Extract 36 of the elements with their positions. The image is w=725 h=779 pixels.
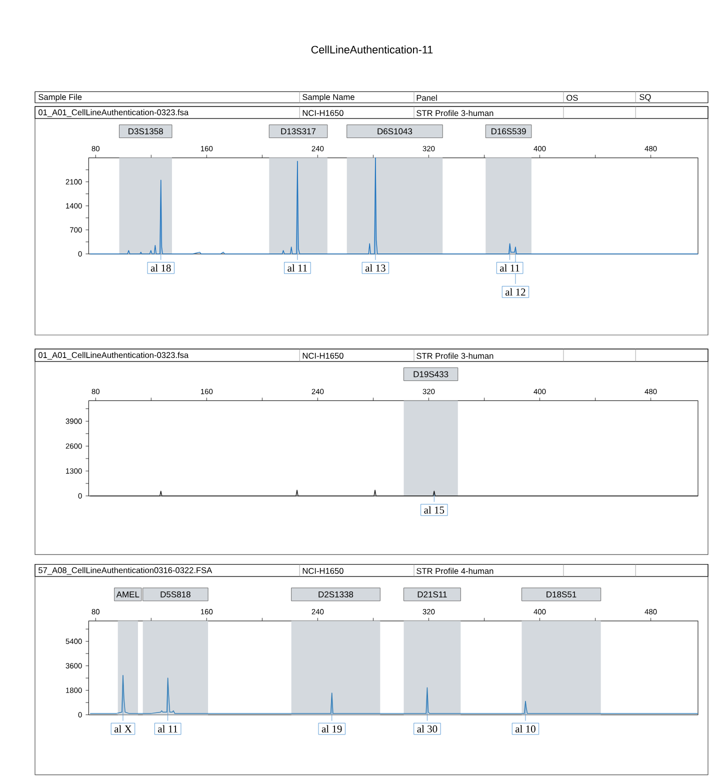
band-label: D18S51 <box>546 591 576 598</box>
annotation: al 13 <box>365 264 386 272</box>
text: NCI-H1650 <box>302 110 344 116</box>
annotation: al 11 <box>288 264 307 272</box>
annotation: al 30 <box>417 725 438 733</box>
annotation: al 15 <box>424 506 444 514</box>
text: 01_A01_CellLineAuthentication-0323.fsa <box>38 109 189 117</box>
annotation: al 12 <box>506 288 526 296</box>
text: NCI-H1650 <box>302 352 344 359</box>
band-label: D19S433 <box>414 371 448 378</box>
chart-title: CellLineAuthentication-11 <box>311 46 433 54</box>
annotation: al X <box>114 725 132 733</box>
text: NCI-H1650 <box>302 568 344 574</box>
annotation: al 11 <box>500 264 520 272</box>
text: OS <box>566 94 578 101</box>
text: 01_A01_CellLineAuthentication-0323.fsa <box>38 352 189 360</box>
band-label: D6S1043 <box>378 128 412 134</box>
band-label: AMEL <box>116 591 140 598</box>
text: STR Profile 3-human <box>416 352 494 359</box>
annotation: al 11 <box>158 725 178 733</box>
text: 57_A08_CellLineAuthentication0316-0322.FSA <box>38 567 212 575</box>
band-label: D16S539 <box>492 128 526 134</box>
band-label: D21S11 <box>418 591 447 598</box>
band-label: D5S818 <box>160 591 190 598</box>
text: STR Profile 3-human <box>416 110 494 116</box>
text: Panel <box>416 94 437 101</box>
annotation: al 19 <box>322 725 342 733</box>
text: SQ <box>640 94 651 102</box>
text: STR Profile 4-human <box>416 568 494 574</box>
band-label: D3S1358 <box>128 128 163 134</box>
annotation: al 10 <box>516 725 536 733</box>
band-label: D13S317 <box>281 128 316 134</box>
band-label: D2S1338 <box>318 591 354 598</box>
annotation: al 18 <box>150 264 171 272</box>
text: Sample Name <box>302 94 354 102</box>
text: Sample File <box>38 94 82 102</box>
